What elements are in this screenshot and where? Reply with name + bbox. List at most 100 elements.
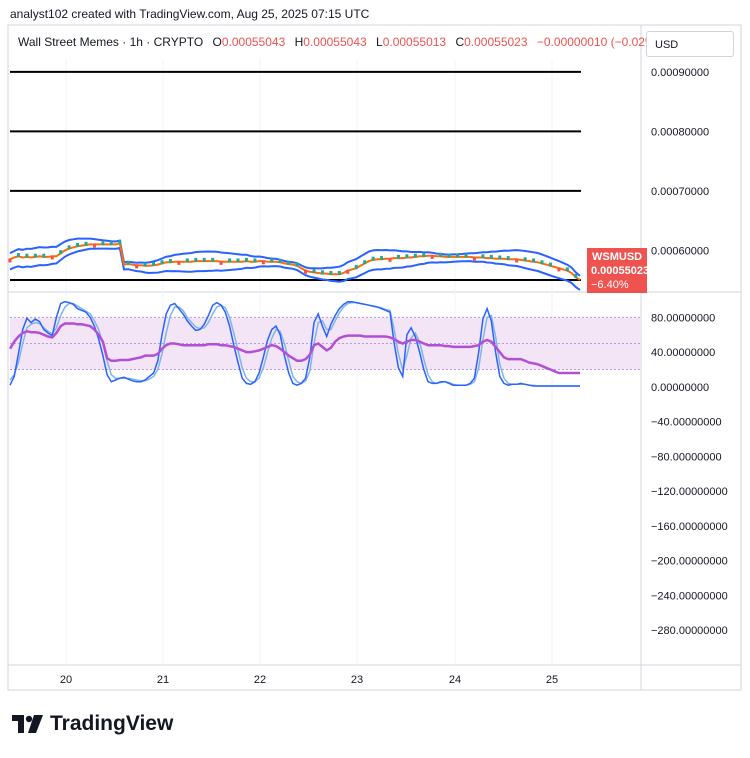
rsi-line [8,322,580,375]
candle [354,265,358,270]
candle [253,258,257,263]
candle [346,269,350,274]
bollinger-basis-line [9,241,581,281]
high-label: H [294,35,304,49]
candle [363,260,367,265]
indicator-axis-label: −120.00000000 [651,486,728,498]
indicator-axis-label: −160.00000000 [651,521,728,533]
low-value: 0.00055013 [382,35,447,49]
candle [312,269,316,274]
candle [160,260,164,265]
candle [219,260,223,265]
candle [177,260,181,265]
open-value: 0.00055043 [221,35,286,49]
price-axis-label: 0.00090000 [651,67,709,79]
close-label: C [455,35,465,49]
high-value: 0.00055043 [303,35,367,49]
candle [211,257,215,262]
candle [371,256,375,261]
candle [278,259,282,264]
candle [270,258,274,263]
candle [481,254,485,259]
candle [8,258,12,263]
candle [16,253,20,258]
tradingview-logo[interactable]: TradingView [12,712,173,736]
candle [287,260,291,265]
symbol-name[interactable]: Wall Street Memes · 1h · CRYPTO [18,35,204,49]
candle [76,243,80,248]
candle [244,257,248,262]
candle [126,260,130,265]
candle [50,255,54,260]
candle [489,254,493,259]
price-axis-label: 0.00060000 [651,245,709,257]
last-price-change: −6.40% [591,279,629,291]
time-axis-label: 21 [157,674,169,686]
candle [143,262,147,267]
candle [236,258,240,263]
candle [548,262,552,267]
close-value: 0.00055023 [464,35,528,49]
candle [447,253,451,258]
candle [118,240,122,245]
candle [33,253,37,258]
time-axis-label: 25 [546,674,558,686]
candle [557,267,561,272]
indicator-axis-label: 80.00000000 [651,312,715,324]
time-axis-label: 24 [449,674,461,686]
candle [405,254,409,259]
candle [261,260,265,265]
time-axis-label: 23 [351,674,363,686]
price-axis-label: 0.00080000 [651,126,709,138]
candle [396,254,400,259]
candle [42,253,46,258]
candle [84,241,88,246]
indicator-axis-label: −200.00000000 [651,556,728,568]
candle [59,250,63,255]
time-axis-label: 22 [254,674,266,686]
indicator-axis-label: −240.00000000 [651,590,728,602]
candle [498,255,502,260]
chart-border [7,24,742,691]
indicator-axis-label: 0.00000000 [651,382,709,394]
bar-countdown: 44:24 [591,293,619,305]
indicator-axis-label: 40.00000000 [651,347,715,359]
candle [228,258,232,263]
candle [439,253,443,258]
change-value: −0.00000010 (−0.02%) [536,35,660,49]
candle [456,253,460,258]
indicator-axis-label: −280.00000000 [651,625,728,637]
stoch-k-line [9,300,580,387]
candle [202,257,206,262]
candle [413,253,417,258]
price-axis-label: 0.00070000 [651,186,709,198]
candle [101,241,105,246]
candle [574,273,578,278]
candle [565,267,569,272]
symbol-tag: WSMUSD [589,250,646,264]
currency-button[interactable]: USD [646,31,734,57]
last-price-value: 0.00055023 [591,265,650,277]
axis-layer: 0.00090000 0.00080000 0.00070000 0.00060000… [60,67,728,686]
indicator-pane [8,300,641,387]
indicator-axis-label: −40.00000000 [651,417,722,429]
bollinger-upper-line [9,237,581,277]
candle [304,269,308,274]
candle [388,257,392,262]
candle [472,256,476,261]
candle [430,254,434,259]
candle [109,241,113,246]
candle [337,270,341,275]
candle [320,270,324,275]
candle [532,258,536,263]
candle [422,253,426,258]
candle [25,253,29,258]
candle [92,243,96,248]
low-label: L [376,35,383,49]
author-caption: analyst102 created with TradingView.com,… [10,7,370,21]
candle [540,260,544,265]
candle [67,245,71,250]
candle [295,262,299,267]
